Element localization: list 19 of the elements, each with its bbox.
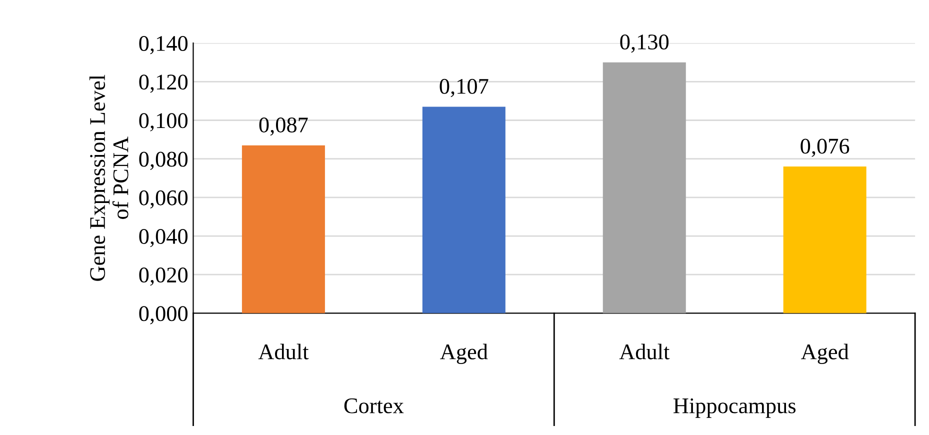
text: Hippocampus — [674, 398, 796, 418]
y-axis-title: Gene Expression Level of PCNA — [89, 74, 128, 281]
x-tick-label: Aged — [440, 344, 488, 364]
text: Cortex — [344, 398, 404, 414]
y-tick-label: 0,000 — [139, 306, 188, 324]
data-label: 0,107 — [440, 78, 488, 98]
y-tick-label: 0,040 — [139, 228, 188, 248]
y-tick-label: 0,020 — [139, 268, 188, 286]
y-tick-label: 0,100 — [139, 113, 188, 132]
data-label: 0,130 — [620, 34, 669, 53]
y-tick-label: 0,140 — [139, 36, 188, 54]
y-tick-label: 0,080 — [139, 152, 188, 170]
y-tick-label: 0,120 — [139, 74, 188, 93]
x-tick-label: Adult — [258, 344, 309, 360]
x-tick-label: Adult — [619, 344, 670, 360]
data-label: 0,076 — [800, 138, 850, 157]
data-label: 0,087 — [259, 117, 308, 136]
x-tick-label: Aged — [800, 344, 849, 364]
y-tick-label: 0,060 — [139, 190, 188, 209]
